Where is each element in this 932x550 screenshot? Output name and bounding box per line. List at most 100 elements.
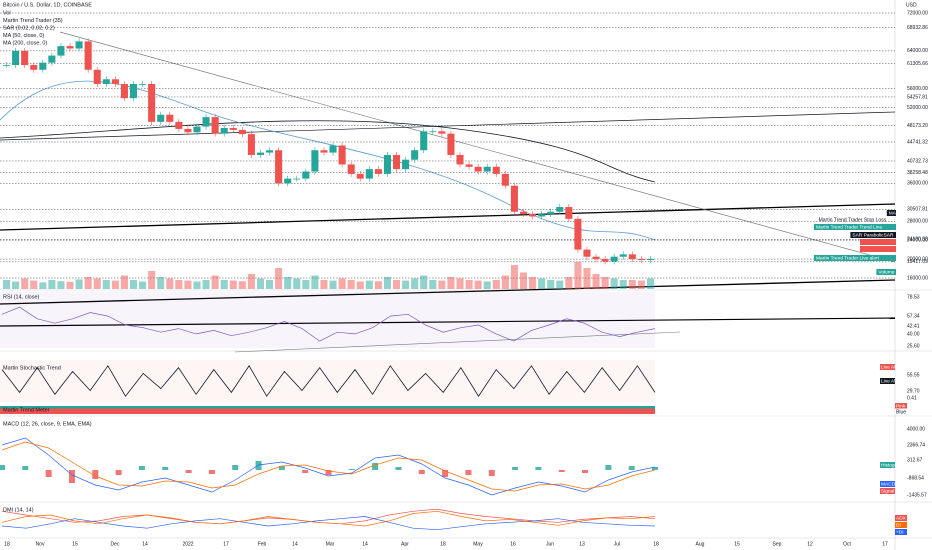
indicator-line [1,365,656,397]
volume-bar [139,281,147,289]
histogram-bar [278,466,285,470]
candle [266,150,274,153]
volume-bar [583,268,591,289]
tick-label: 42.41 [907,323,920,329]
candle [510,185,518,212]
volume-bar [202,280,210,289]
candle [411,150,419,160]
tick-label: 2366.74 [907,442,925,448]
unit-label: USD [906,2,917,8]
time-label: 18 [440,541,446,547]
dmi-tag-label: DI [896,522,901,528]
macd-tag [880,462,895,468]
volume-bar [383,277,391,289]
legend-item: Vol [3,10,11,16]
volume-bar [538,278,546,289]
time-label: 18 [653,541,659,547]
dmi-tag [895,522,907,528]
volume-bar [447,277,455,289]
histogram-bar [465,470,472,475]
candle [111,79,119,84]
histogram-bar [582,470,589,473]
volume-bar [483,281,491,289]
legend-item: SAR (0.02, 0.02, 0.2) [3,25,55,31]
candle [129,83,138,99]
time-label: May [473,541,483,547]
volume-bar [565,277,573,289]
histogram-bar [535,467,542,470]
volume-bar [420,275,428,289]
volume-bar [220,280,228,289]
candle [347,164,355,174]
volume-bar [574,262,582,289]
price-tick-label: 36000.00 [907,181,928,187]
volume-bar [556,280,564,289]
legend-item: MA (50, close, 0) [3,33,44,39]
candle [102,79,110,84]
candle [284,178,292,184]
candle [365,169,373,179]
candle [628,254,636,260]
price-tag-bg [860,239,896,245]
volume-bar [519,272,528,289]
volume-bar [302,280,310,289]
candle [166,114,174,122]
meter-label: Blue [896,409,906,415]
time-label: 12 [807,541,813,547]
dmi-tag [895,515,907,521]
candle [57,46,65,56]
dmi-tag [895,529,907,535]
histogram-bar [68,470,75,483]
histogram-bar [628,466,635,470]
price-tag-bg [814,255,896,261]
volume-bar [474,280,482,289]
histogram-bar [372,463,379,470]
candle [320,150,328,153]
volume-bar [238,281,246,289]
histogram-bar [558,470,565,472]
candle [175,121,183,129]
price-tag-bg [886,210,896,216]
candle [66,46,74,49]
macd-tag-label: Histogram [881,462,903,468]
tick-label: 0.41 [907,395,917,401]
time-label: Jun [546,541,554,547]
candle [75,41,83,49]
chart-title: Bitcoin / U.S. Dollar, 1D, COINBASE [3,2,92,8]
candle [429,131,437,133]
volume-bar [320,280,328,289]
volume-bar [411,278,419,289]
candle [465,164,473,167]
time-label: 17 [882,541,888,547]
volume-bar [392,280,401,289]
candle [193,126,201,133]
tick-label: -1435.57 [907,492,927,498]
volume-bar [610,278,618,289]
price-tick-label: 52000.00 [907,105,928,111]
macd-tag-label: Signal [881,488,894,494]
histogram-bar [232,465,239,470]
volume-bar [592,274,600,289]
volume-bar [374,281,382,289]
alert-bg [880,378,895,384]
tick-label: 55.55 [907,372,920,378]
candle [383,154,391,174]
volume-bar [402,280,410,289]
candle [547,211,555,215]
histogram-bar [605,465,612,470]
meter-label: Pink [896,403,906,409]
histogram-bar [45,470,52,477]
time-label: 18 [4,541,10,547]
candle [483,166,491,172]
price-tag: Volume [878,269,894,275]
candle [420,131,428,151]
indicator-line [1,437,656,496]
candle [402,159,410,170]
volume-bar [501,275,509,289]
time-label: 16 [510,541,516,547]
price-tag-bg [860,246,896,252]
candle [157,114,165,122]
volume-bar [21,278,29,289]
volume-bar [601,277,609,289]
